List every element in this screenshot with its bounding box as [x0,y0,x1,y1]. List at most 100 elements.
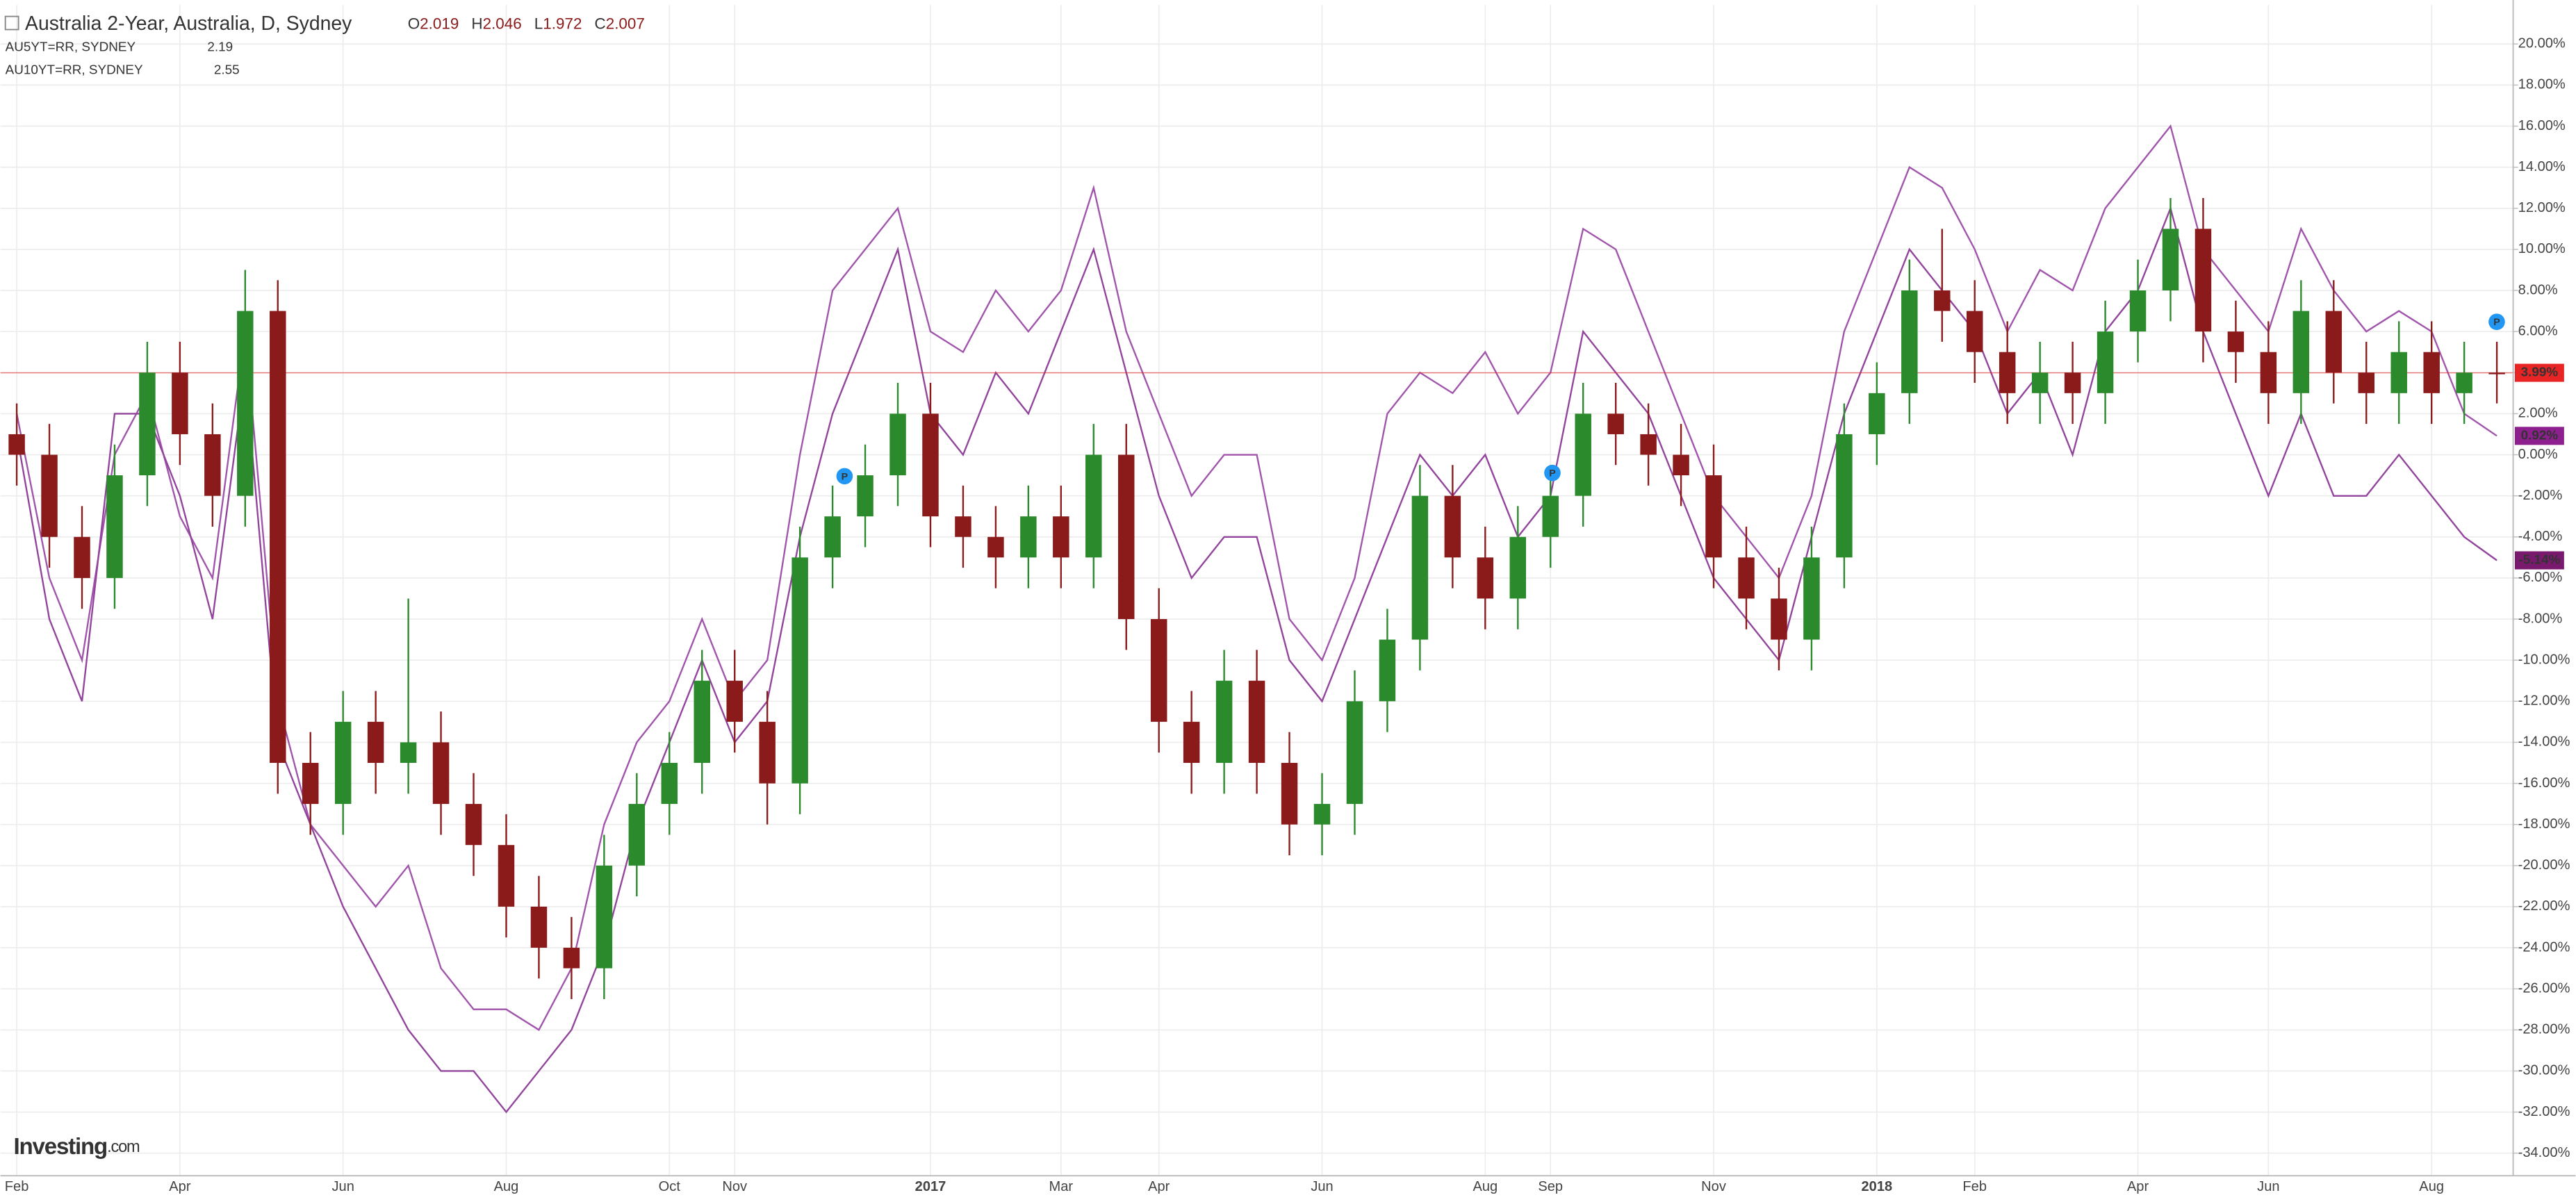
x-tick-label: Aug [494,1179,519,1194]
price-label: -5.14% [2518,552,2560,567]
ohlc-value: 1.972 [543,15,582,32]
candle-body [2325,311,2343,373]
axes: 20.00% 18.00% 16.00% 14.00% 12.00% 10.00% 8.00… [5,36,2570,1194]
series-line [15,124,2497,1031]
svg-text:P: P [842,471,848,482]
candle-body [1215,680,1233,763]
y-tick-label: -20.00% [2518,857,2570,873]
candle-body [1836,434,1853,558]
x-tick-label: Nov [722,1179,747,1194]
candle-body [2292,311,2310,393]
legend-value: 2.55 [214,63,240,78]
candle-body [1640,434,1657,455]
candle-body [661,762,678,805]
event-marker[interactable]: P [1544,464,1561,481]
legend-value: 2.19 [207,40,233,55]
y-tick-label: -14.00% [2518,734,2570,750]
candle-body [726,680,743,722]
candle-body [465,804,482,846]
candle-body [857,475,873,517]
candle-body [2358,372,2375,393]
candle-body [1999,352,2016,393]
candle-body [139,372,156,476]
candle-body [1509,536,1527,599]
candle-body [2031,372,2049,393]
x-tick-label: Aug [1472,1179,1498,1194]
candle-body [1085,454,1102,558]
y-tick-label: 2.00% [2518,406,2558,421]
ohlc-value: 2.046 [483,15,522,32]
candle-body [1281,762,1298,825]
candle-body [270,311,286,763]
candle-body [596,865,613,969]
candle-body [8,434,25,455]
chart-title: Australia 2-Year, Australia, D, Sydney [25,13,352,35]
event-marker[interactable]: P [836,468,853,485]
candle-body [889,413,906,476]
candle-body [237,311,254,496]
candle-body [2227,331,2245,352]
watermark-suffix: .com [107,1138,140,1156]
candle-body [1607,413,1624,434]
y-tick-label: 0.00% [2518,447,2558,462]
candle-body [1020,516,1037,558]
ohlc-label: L [534,15,543,32]
x-tick-label: Sep [1538,1179,1563,1194]
y-tick-label: -6.00% [2518,570,2563,585]
ohlc-value: 2.007 [606,15,645,32]
candle-body [1673,454,1689,476]
candle-body [1248,680,1265,763]
candle-body [1901,290,1918,393]
y-tick-label: 20.00% [2518,36,2566,51]
ohlc-label: C [595,15,606,32]
x-tick-label: Jun [2257,1179,2279,1194]
candle-body [2488,372,2505,374]
y-tick-label: -32.00% [2518,1104,2570,1119]
candle-body [1183,721,1200,763]
x-tick-label: Apr [1148,1179,1170,1194]
candle-body [2260,352,2277,393]
y-tick-label: -2.00% [2518,488,2563,503]
price-label: 0.92% [2521,428,2559,443]
candle-body [1346,701,1363,805]
y-tick-label: -24.00% [2518,939,2570,955]
candle-body [955,516,971,537]
y-tick-label: 14.00% [2518,159,2566,174]
candle-body [2423,352,2440,393]
y-tick-label: -30.00% [2518,1063,2570,1078]
collapse-icon[interactable] [4,15,19,31]
event-marker[interactable]: P [2488,313,2505,331]
candle-body [791,557,808,784]
candle-body [563,948,580,969]
candle-body [1934,290,1951,311]
x-tick-label: Apr [169,1179,191,1194]
candle-body [694,680,711,763]
candle-body [1444,495,1461,558]
candle-body [334,721,352,805]
candle-body [1869,393,1885,434]
x-tick-label: Jun [1311,1179,1333,1194]
x-tick-label: Feb [5,1179,29,1194]
candle-body [41,454,58,537]
plot [0,124,2513,1114]
y-tick-label: 10.00% [2518,241,2566,256]
candle-body [628,804,646,866]
candle-body [1705,475,1722,558]
candle-body [1411,495,1429,640]
candle-body [1771,598,1787,640]
candle-body [498,845,515,907]
candle-body [204,434,221,496]
price-label-bg [2514,427,2564,445]
y-tick-label: -10.00% [2518,652,2570,667]
candle-body [824,516,841,558]
svg-text:P: P [1549,468,1555,479]
candle-body [1738,557,1755,599]
candle-body [1053,516,1069,558]
y-tick-label: -16.00% [2518,775,2570,791]
price-label-bg [2514,363,2564,382]
price-label: 3.99% [2521,365,2559,380]
y-tick-label: 6.00% [2518,323,2558,338]
candle-body [2064,372,2081,393]
